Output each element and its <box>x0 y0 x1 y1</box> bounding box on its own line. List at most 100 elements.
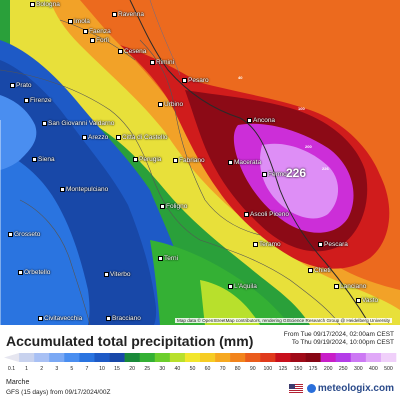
city-marker-icon <box>244 212 249 217</box>
city-marker-icon <box>32 157 37 162</box>
precipitation-map[interactable]: 40 100 200 226 Bologna Ravenna Imola Faenza… <box>0 0 400 325</box>
city-marker-icon <box>90 38 95 43</box>
scale-swatch <box>230 353 246 362</box>
scale-min-arrow <box>4 353 20 362</box>
city-label: Orbetello <box>18 269 50 277</box>
scale-swatch <box>335 353 352 362</box>
city-marker-icon <box>116 135 121 140</box>
scale-swatch <box>124 353 140 362</box>
svg-text:100: 100 <box>298 106 305 111</box>
city-name: Urbino <box>164 101 184 109</box>
city-label: Imola <box>68 18 90 26</box>
city-marker-icon <box>60 187 65 192</box>
scale-tick-label: 20 <box>129 366 135 372</box>
city-label: Ravenna <box>112 11 145 19</box>
city-name: Città di Castello <box>122 134 168 142</box>
city-label: L'Aquila <box>228 283 257 291</box>
city-marker-icon <box>106 316 111 321</box>
city-marker-icon <box>18 270 23 275</box>
scale-tick-label: 200 <box>324 366 333 372</box>
city-name: Siena <box>38 156 55 164</box>
scale-tick-label: 90 <box>250 366 256 372</box>
city-name: Firenze <box>30 97 52 105</box>
city-label: Ancona <box>247 117 275 125</box>
scale-swatch <box>260 353 276 362</box>
city-label: Bologna <box>30 1 60 9</box>
scale-swatch <box>184 353 201 362</box>
city-label: Grosseto <box>8 231 40 239</box>
scale-tick-label: 150 <box>294 366 303 372</box>
time-from: From Tue 09/17/2024, 02:00am CEST <box>283 331 394 338</box>
brand-logo[interactable]: meteologix.com <box>288 383 394 394</box>
city-marker-icon <box>228 160 233 165</box>
scale-swatch <box>34 353 50 362</box>
scale-tick-label: 10 <box>99 366 105 372</box>
scale-swatch <box>350 353 367 362</box>
city-marker-icon <box>318 242 323 247</box>
city-label: Foligno <box>160 203 187 211</box>
city-label: Pesaro <box>182 77 209 85</box>
us-flag-icon[interactable] <box>288 383 303 393</box>
city-name: Lanciano <box>340 283 367 291</box>
city-marker-icon <box>133 157 138 162</box>
city-marker-icon <box>308 268 313 273</box>
brand-name: meteologix.com <box>317 383 394 394</box>
scale-swatch <box>49 353 65 362</box>
city-marker-icon <box>112 12 117 17</box>
city-label: Viterbo <box>104 271 131 279</box>
city-name: Prato <box>16 82 32 90</box>
city-marker-icon <box>30 2 35 7</box>
scale-tick-label: 0.1 <box>8 366 15 372</box>
city-marker-icon <box>262 172 267 177</box>
city-marker-icon <box>247 118 252 123</box>
city-name: Pesaro <box>188 77 209 85</box>
city-label: Perugia <box>133 156 161 164</box>
city-label: Civitavecchia <box>38 315 83 323</box>
city-name: Chieti <box>314 267 331 275</box>
city-label: Cesena <box>118 48 146 56</box>
city-label: Vasto <box>356 297 379 305</box>
scale-swatch <box>245 353 261 362</box>
scale-tick-label: 40 <box>174 366 180 372</box>
model-run: GFS (15 days) from 09/17/2024/00Z <box>6 389 111 396</box>
time-to: To Thu 09/19/2024, 10:00pm CEST <box>291 339 394 346</box>
legend-title: Accumulated total precipitation (mm) <box>6 333 254 349</box>
city-marker-icon <box>228 284 233 289</box>
scale-swatch <box>154 353 171 362</box>
city-name: Vasto <box>362 297 379 305</box>
time-range: From Tue 09/17/2024, 02:00am CEST To Thu… <box>284 331 394 347</box>
city-name: L'Aquila <box>234 283 257 291</box>
city-label: Firenze <box>24 97 52 105</box>
city-label: Bracciano <box>106 315 141 323</box>
scale-tick-label: 500 <box>384 366 393 372</box>
city-marker-icon <box>158 102 163 107</box>
city-name: Pescara <box>324 241 348 249</box>
scale-tick-label: 80 <box>235 366 241 372</box>
city-name: Viterbo <box>110 271 131 279</box>
svg-text:40: 40 <box>238 75 243 80</box>
city-name: Civitavecchia <box>44 315 83 323</box>
city-marker-icon <box>150 60 155 65</box>
city-marker-icon <box>182 78 187 83</box>
scale-tick-label: 60 <box>205 366 211 372</box>
city-marker-icon <box>118 49 123 54</box>
scale-tick-label: 300 <box>354 366 363 372</box>
city-marker-icon <box>334 284 339 289</box>
city-marker-icon <box>173 158 178 163</box>
scale-swatch <box>320 353 336 362</box>
scale-swatch <box>169 353 186 362</box>
city-label: Chieti <box>308 267 331 275</box>
scale-tick-label: 15 <box>114 366 120 372</box>
city-label: Arezzo <box>82 134 108 142</box>
scale-swatch <box>109 353 125 362</box>
scale-swatch <box>139 353 156 362</box>
city-name: Rimini <box>156 59 175 67</box>
city-label: Rimini <box>150 59 175 67</box>
scale-swatch <box>94 353 110 362</box>
city-label: Urbino <box>158 101 184 109</box>
city-label: Faenza <box>83 28 111 36</box>
city-name: Teramo <box>259 241 281 249</box>
city-name: Ravenna <box>118 11 145 19</box>
scale-swatch <box>200 353 216 362</box>
city-label: Ascoli Piceno <box>244 211 289 219</box>
